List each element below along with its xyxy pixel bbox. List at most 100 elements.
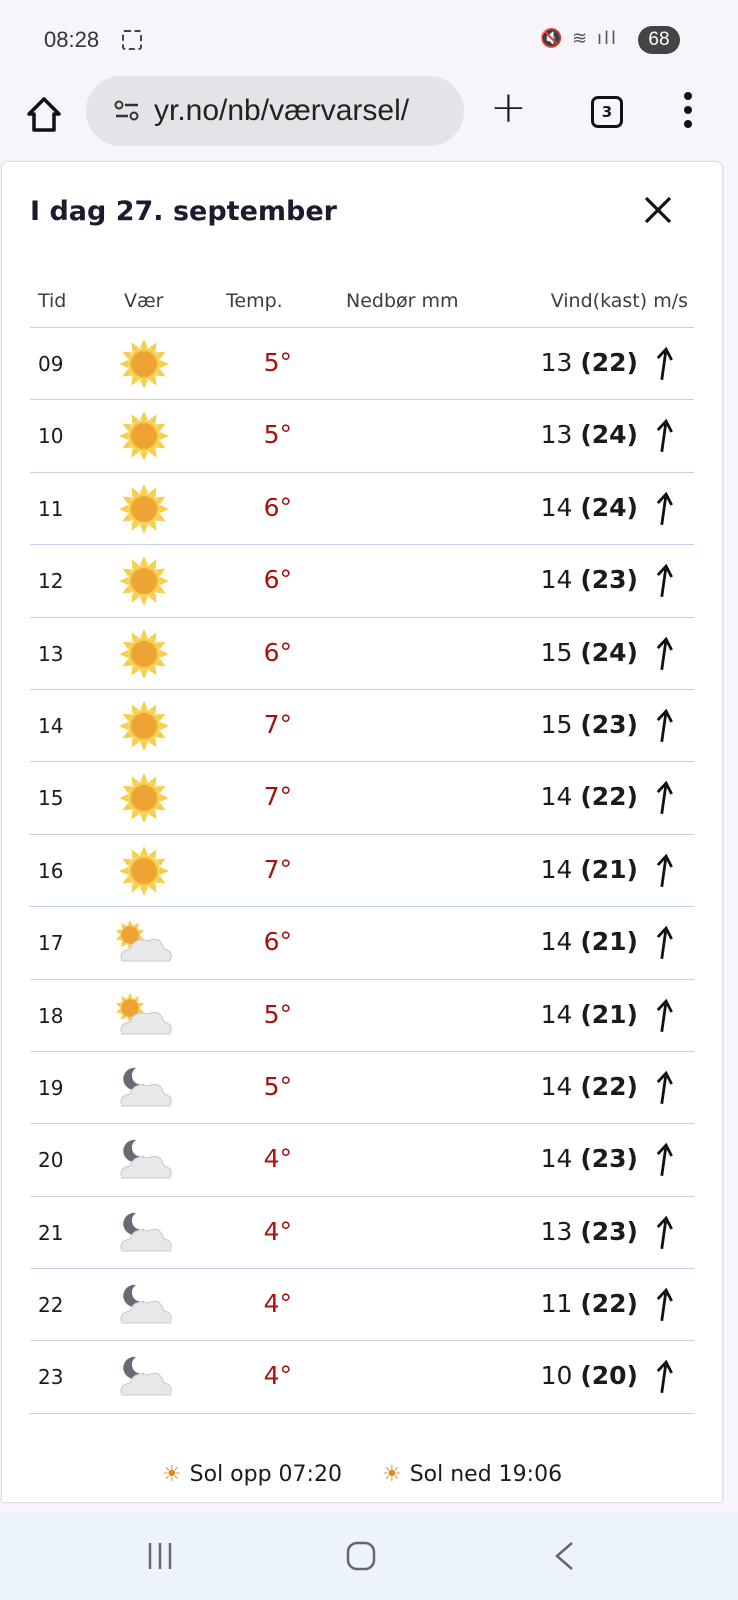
recent-apps-icon[interactable]: [146, 1541, 174, 1571]
row-wind: 10 (20): [541, 1361, 638, 1390]
row-wind: 14 (22): [541, 782, 638, 811]
back-icon[interactable]: [552, 1541, 576, 1571]
row-wind: 14 (22): [541, 1072, 638, 1101]
wind-direction-arrow-icon: [656, 636, 673, 670]
row-wind: 14 (24): [541, 493, 638, 522]
table-header: Tid Vær Temp. Nedbør mm Vind(kast) m/s: [30, 286, 694, 328]
wind-speed: 15: [540, 709, 573, 739]
wind-direction-arrow-icon: [656, 563, 673, 598]
forecast-table: 09 5° 13 (22) 10 5° 13 (24) 11 6° 14 (24…: [30, 328, 694, 1414]
wind-gust: (23): [580, 1216, 638, 1246]
row-time: 10: [38, 424, 64, 449]
wind-direction-arrow-icon: [656, 998, 673, 1032]
wind-gust: (22): [580, 1071, 638, 1101]
close-icon[interactable]: [640, 192, 676, 228]
weather-sun-icon: [114, 628, 174, 680]
row-wind: 14 (23): [541, 565, 638, 594]
weather-partly-cloudy-day-icon: [114, 917, 174, 969]
home-icon[interactable]: [24, 94, 64, 134]
android-nav-bar: [0, 1513, 738, 1600]
header-wind: Vind(kast) m/s: [550, 290, 688, 312]
row-time: 09: [38, 352, 64, 376]
wind-speed: 10: [540, 1361, 573, 1391]
row-temp: 6°: [263, 565, 292, 595]
weather-sun-icon: [114, 700, 174, 752]
wind-speed: 15: [540, 637, 573, 667]
status-icons: 🔇 ≋ ıll: [540, 28, 618, 49]
sunset-text: Sol ned 19:06: [409, 1462, 563, 1487]
row-time: 15: [38, 786, 64, 811]
wind-speed: 14: [540, 1144, 573, 1174]
wind-speed: 13: [540, 1216, 573, 1246]
table-row: 18 5° 14 (21): [30, 980, 694, 1052]
forecast-dialog: I dag 27. september Tid Vær Temp. Nedbør…: [2, 162, 722, 1502]
row-time: 12: [38, 569, 64, 594]
wind-direction-arrow-icon: [656, 925, 673, 960]
table-row: 21 4° 13 (23): [30, 1197, 694, 1270]
row-temp: 5°: [263, 999, 292, 1029]
screenshot-icon: [122, 30, 142, 50]
wind-direction-arrow-icon: [656, 491, 673, 525]
table-row: 15 7° 14 (22): [30, 762, 694, 835]
wind-speed: 11: [540, 1289, 573, 1319]
address-bar[interactable]: yr.no/nb/værvarsel/: [86, 76, 464, 146]
row-time: 22: [38, 1293, 64, 1318]
wind-gust: (23): [580, 709, 638, 739]
table-row: 17 6° 14 (21): [30, 907, 694, 980]
weather-sun-icon: [114, 338, 174, 390]
header-time: Tid: [38, 290, 67, 312]
wind-gust: (22): [580, 1289, 638, 1319]
row-temp: 5°: [263, 1071, 292, 1101]
row-time: 13: [38, 641, 64, 666]
url-text: yr.no/nb/værvarsel/: [154, 94, 410, 127]
weather-sun-icon: [114, 483, 174, 535]
tab-switcher-button[interactable]: 3: [591, 96, 623, 128]
row-temp: 4°: [263, 1289, 292, 1319]
new-tab-icon[interactable]: +: [490, 82, 527, 133]
weather-partly-cloudy-night-icon: [114, 1351, 174, 1403]
header-precip: Nedbør mm: [346, 290, 459, 312]
wind-speed: 14: [540, 927, 573, 957]
row-temp: 6°: [263, 927, 292, 957]
wind-speed: 13: [540, 348, 573, 377]
row-wind: 14 (21): [541, 855, 638, 884]
dialog-title: I dag 27. september: [30, 196, 337, 227]
status-bar: 08:28 🔇 ≋ ıll 68: [0, 0, 738, 78]
site-settings-icon[interactable]: [114, 100, 140, 122]
row-temp: 4°: [263, 1361, 292, 1391]
header-temp: Temp.: [226, 290, 283, 312]
wind-gust: (23): [580, 565, 638, 595]
row-temp: 6°: [263, 637, 292, 667]
row-wind: 13 (22): [541, 348, 638, 377]
row-wind: 14 (21): [541, 1000, 638, 1029]
row-wind: 13 (24): [541, 420, 638, 449]
row-temp: 7°: [263, 709, 292, 739]
home-nav-icon[interactable]: [346, 1541, 376, 1571]
wind-speed: 13: [540, 420, 573, 450]
row-wind: 14 (21): [541, 927, 638, 956]
table-row: 16 7° 14 (21): [30, 835, 694, 908]
wind-speed: 14: [540, 782, 573, 812]
table-row: 13 6° 15 (24): [30, 618, 694, 690]
row-temp: 5°: [263, 420, 292, 450]
wind-direction-arrow-icon: [656, 1215, 673, 1249]
row-temp: 4°: [263, 1216, 292, 1246]
sunset-icon: ☀: [381, 1462, 402, 1487]
wind-direction-arrow-icon: [656, 419, 673, 453]
weather-sun-icon: [114, 555, 174, 607]
row-temp: 4°: [263, 1144, 292, 1174]
header-weather: Vær: [124, 290, 164, 312]
wind-gust: (21): [580, 927, 638, 957]
row-time: 21: [38, 1220, 64, 1245]
wind-gust: (24): [580, 637, 638, 667]
weather-sun-icon: [114, 772, 174, 824]
wind-speed: 14: [540, 854, 573, 884]
row-time: 11: [38, 496, 64, 521]
more-menu-icon[interactable]: [684, 92, 692, 134]
sunrise-text: Sol opp 07:20: [189, 1462, 342, 1487]
weather-sun-icon: [114, 410, 174, 462]
row-wind: 13 (23): [541, 1217, 638, 1246]
wind-direction-arrow-icon: [656, 781, 673, 815]
wind-gust: (20): [580, 1361, 638, 1391]
table-row: 09 5° 13 (22): [30, 328, 694, 401]
